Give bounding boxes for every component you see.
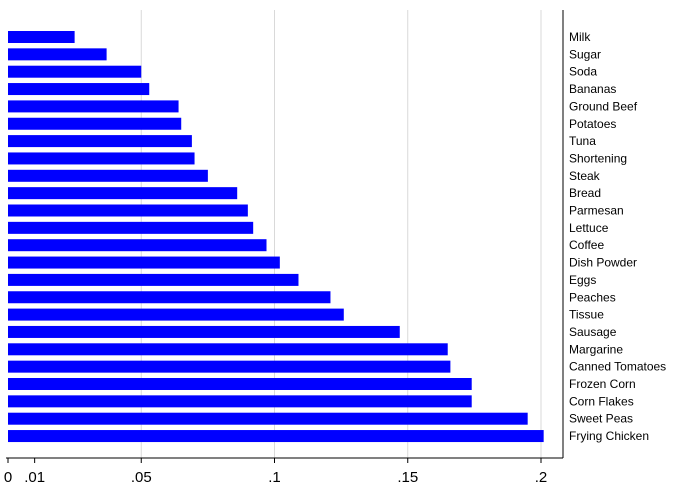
bar	[8, 48, 107, 61]
category-label: Frying Chicken	[569, 429, 649, 443]
bar	[8, 430, 544, 443]
category-label: Sausage	[569, 325, 617, 339]
category-label: Shortening	[569, 151, 627, 165]
category-label: Margarine	[569, 342, 623, 356]
category-label: Milk	[569, 30, 591, 44]
category-label: Steak	[569, 169, 601, 183]
bars	[8, 31, 544, 443]
category-label: Sugar	[569, 47, 601, 61]
category-label: Frozen Corn	[569, 377, 636, 391]
bar	[8, 343, 448, 356]
x-tick-label: 0	[4, 469, 12, 486]
bar	[8, 169, 208, 182]
category-label: Bread	[569, 186, 601, 200]
bar	[8, 256, 280, 269]
x-axis-ticks: 0 .01 .05 .1 .15 .2	[4, 458, 547, 486]
bar	[8, 152, 195, 165]
x-tick-label: .15	[397, 469, 418, 486]
bar	[8, 100, 179, 113]
bar	[8, 412, 528, 425]
category-label: Sweet Peas	[569, 412, 633, 426]
category-label: Eggs	[569, 273, 596, 287]
bar	[8, 395, 472, 408]
category-label: Tissue	[569, 308, 604, 322]
category-label: Parmesan	[569, 204, 624, 218]
bar	[8, 308, 344, 321]
axes	[6, 10, 564, 459]
gridlines	[140, 10, 542, 458]
bar	[8, 221, 254, 234]
category-label: Soda	[569, 65, 597, 79]
bar	[8, 291, 331, 304]
category-label: Corn Flakes	[569, 394, 634, 408]
bar	[8, 31, 75, 43]
category-label: Bananas	[569, 82, 616, 96]
bar	[8, 325, 400, 338]
bar	[8, 117, 182, 130]
x-tick-label: .01	[24, 469, 45, 486]
x-tick-label: .05	[131, 469, 152, 486]
bar	[8, 360, 451, 373]
category-label: Peaches	[569, 290, 616, 304]
x-tick-label: .2	[535, 469, 548, 486]
bar	[8, 187, 238, 200]
category-label: Coffee	[569, 238, 604, 252]
bar	[8, 135, 192, 148]
bar	[8, 65, 142, 78]
category-label: Dish Powder	[569, 256, 637, 270]
bar	[8, 239, 267, 252]
bar	[8, 378, 472, 390]
category-labels: Milk Sugar Soda Bananas Ground Beef Potatoes T…	[569, 30, 666, 443]
category-label: Tuna	[569, 134, 596, 148]
category-label: Lettuce	[569, 221, 609, 235]
bar	[8, 83, 150, 96]
bar	[8, 273, 299, 286]
category-label: Ground Beef	[569, 99, 638, 113]
bar	[8, 204, 248, 217]
x-tick-label: .1	[268, 469, 281, 486]
category-label: Potatoes	[569, 117, 616, 131]
category-label: Canned Tomatoes	[569, 360, 666, 374]
